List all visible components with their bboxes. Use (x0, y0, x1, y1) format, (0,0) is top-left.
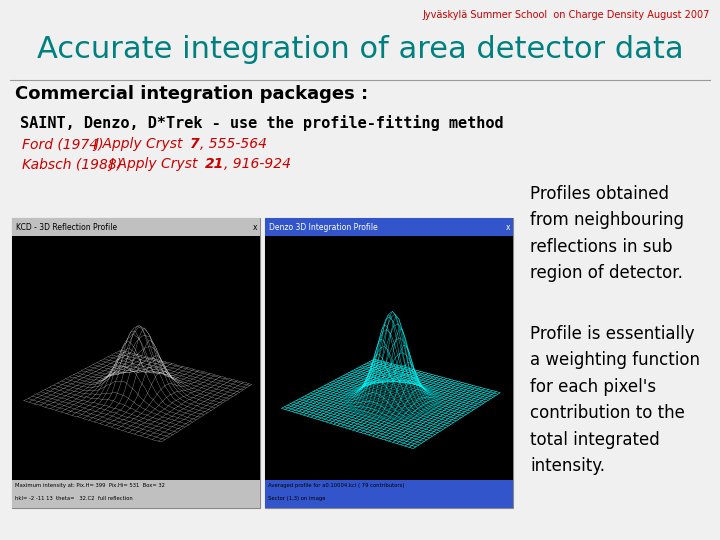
Text: hkl= -2 -11 13  theta=   32.C2  full reflection: hkl= -2 -11 13 theta= 32.C2 full reflect… (15, 496, 132, 501)
Text: Profile is essentially
a weighting function
for each pixel's
contribution to the: Profile is essentially a weighting funct… (530, 325, 700, 475)
Text: , 555-564: , 555-564 (200, 137, 267, 151)
Text: J Apply Cryst: J Apply Cryst (109, 157, 202, 171)
Text: x: x (253, 222, 257, 232)
Bar (265, 480, 513, 508)
Text: J Apply Cryst: J Apply Cryst (94, 137, 187, 151)
Text: Commercial integration packages :: Commercial integration packages : (15, 85, 368, 103)
Bar (12, 218, 260, 508)
Bar (265, 236, 513, 480)
Text: Averaged profile for a0.10004.kcl ( 79 contributors): Averaged profile for a0.10004.kcl ( 79 c… (268, 483, 405, 488)
Bar (12, 218, 260, 236)
Text: Accurate integration of area detector data: Accurate integration of area detector da… (37, 35, 683, 64)
Text: Denzo 3D Integration Profile: Denzo 3D Integration Profile (269, 222, 378, 232)
Text: 7: 7 (190, 137, 199, 151)
Bar (265, 218, 513, 508)
Text: SAINT, Denzo, D*Trek - use the profile-fitting method: SAINT, Denzo, D*Trek - use the profile-f… (20, 115, 503, 131)
Text: , 916-924: , 916-924 (224, 157, 291, 171)
Text: Sector (1,3) on image: Sector (1,3) on image (268, 496, 325, 501)
Text: x: x (505, 222, 510, 232)
Bar (12, 480, 260, 508)
Text: 21: 21 (205, 157, 224, 171)
Text: Kabsch (1988): Kabsch (1988) (22, 157, 127, 171)
Text: Profiles obtained
from neighbouring
reflections in sub
region of detector.: Profiles obtained from neighbouring refl… (530, 185, 684, 282)
Bar (12, 236, 260, 480)
Bar (265, 218, 513, 236)
Text: Ford (1974): Ford (1974) (22, 137, 108, 151)
Text: Maximum intensity at: Pix.H= 399  Pix.Hi= 531  Box= 32: Maximum intensity at: Pix.H= 399 Pix.Hi=… (15, 483, 165, 488)
Text: Jyväskylä Summer School  on Charge Density August 2007: Jyväskylä Summer School on Charge Densit… (423, 10, 710, 20)
Text: KCD - 3D Reflection Profile: KCD - 3D Reflection Profile (16, 222, 117, 232)
